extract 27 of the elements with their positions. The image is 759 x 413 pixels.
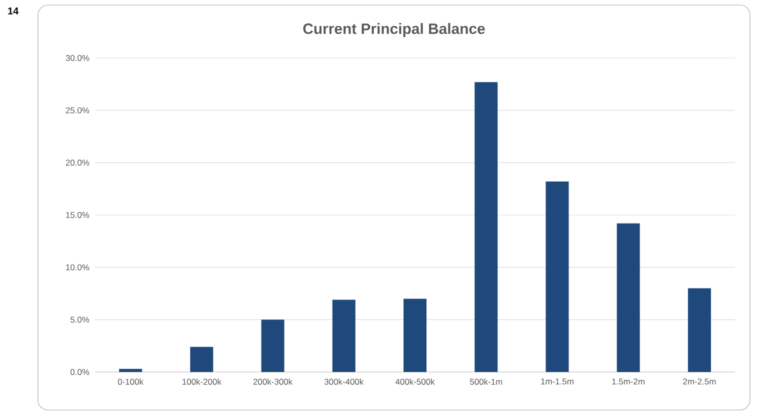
x-tick-label: 300k-400k	[324, 378, 364, 385]
y-tick-label: 0.0%	[70, 369, 90, 375]
bar	[190, 346, 214, 372]
bar	[332, 300, 356, 372]
x-tick-label: 0-100k	[118, 378, 144, 385]
bar	[261, 320, 284, 372]
y-tick-label: 10.0%	[66, 264, 90, 270]
y-tick-label: 30.0%	[66, 55, 90, 61]
text: 14	[8, 8, 19, 14]
y-tick-label: 25.0%	[66, 107, 90, 114]
y-tick-label: 20.0%	[66, 160, 90, 166]
x-tick-label: 1.5m-2m	[612, 378, 644, 385]
bar	[546, 182, 569, 372]
x-tick-label: 500k-1m	[470, 378, 502, 385]
bar	[616, 223, 640, 372]
x-tick-label: 1m-1.5m	[541, 378, 574, 384]
x-tick-label: 400k-500k	[395, 378, 435, 385]
bar	[688, 288, 711, 372]
x-tick-label: 100k-200k	[182, 378, 222, 385]
bar	[474, 82, 498, 372]
x-tick-label: 200k-300k	[253, 378, 293, 385]
bar	[404, 298, 427, 372]
chart-title: Current Principal Balance	[303, 23, 485, 37]
y-tick-label: 15.0%	[66, 212, 90, 218]
bar	[119, 368, 142, 372]
x-tick-label: 2m-2.5m	[683, 378, 716, 385]
y-tick-label: 5.0%	[70, 316, 90, 323]
